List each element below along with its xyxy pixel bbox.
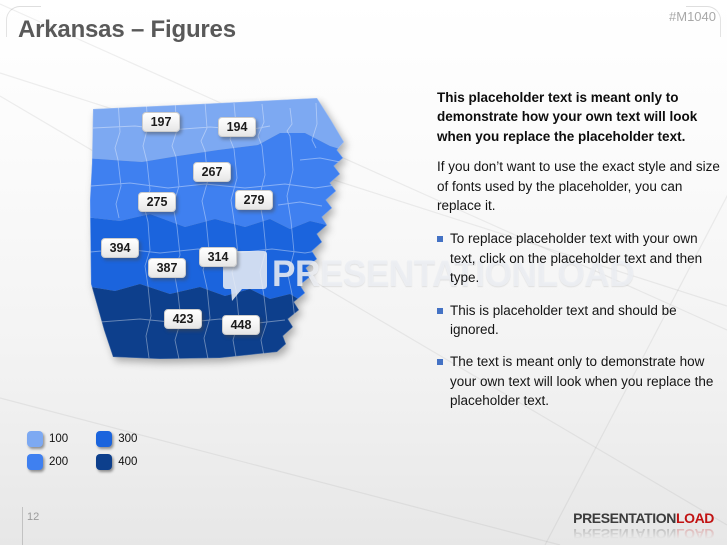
- bullet-text: The text is meant only to demonstrate ho…: [450, 354, 714, 409]
- legend-item: 300: [96, 431, 137, 447]
- legend-swatch-400: [96, 454, 113, 470]
- map-value-badge: 448: [222, 315, 260, 335]
- bullet-item: To replace placeholder text with your ow…: [437, 229, 722, 287]
- legend-item: 100: [27, 431, 68, 447]
- template-code: #M1040: [669, 9, 716, 24]
- map-value-badge: 275: [138, 192, 176, 212]
- presentationload-logo: PRESENTATIONLOAD PRESENTATIONLOAD: [573, 510, 714, 543]
- page-number: 12: [27, 511, 40, 523]
- slide-title: Arkansas – Figures: [18, 16, 236, 43]
- intro-paragraph: If you don’t want to use the exact style…: [437, 159, 720, 214]
- bullet-item: The text is meant only to demonstrate ho…: [437, 352, 722, 410]
- legend-item: 200: [27, 454, 68, 470]
- bullet-text: This is placeholder text and should be i…: [450, 302, 677, 338]
- intro-bold-paragraph: This placeholder text is meant only to d…: [437, 90, 698, 144]
- map-value-badge: 267: [193, 162, 231, 182]
- bullet-square-icon: [437, 236, 443, 243]
- bullet-list: To replace placeholder text with your ow…: [437, 229, 722, 410]
- county-borders: [90, 99, 341, 359]
- brand-reflection: PRESENTATIONLOAD: [573, 526, 714, 542]
- state-outline: [90, 98, 344, 359]
- bullet-text: To replace placeholder text with your ow…: [450, 231, 703, 286]
- bullet-item: This is placeholder text and should be i…: [437, 301, 722, 340]
- map-legend: 100 200 300 400: [27, 431, 137, 470]
- footer-divider: [22, 507, 23, 545]
- legend-label: 200: [49, 456, 69, 468]
- map-value-badge: 314: [199, 247, 237, 267]
- map-value-badge: 423: [164, 309, 202, 329]
- map-value-badge: 387: [148, 258, 186, 278]
- bullet-square-icon: [437, 359, 443, 366]
- legend-swatch-200: [27, 454, 43, 470]
- map-band-400: [90, 284, 344, 359]
- map-value-badge: 197: [142, 112, 180, 132]
- legend-label: 100: [49, 433, 69, 445]
- legend-swatch-100: [27, 431, 43, 447]
- brand-text-black: PRESENTATION: [573, 510, 676, 526]
- legend-label: 300: [118, 433, 138, 445]
- placeholder-text-panel: This placeholder text is meant only to d…: [437, 88, 722, 424]
- legend-swatch-300: [96, 431, 113, 447]
- map-value-badge: 194: [218, 117, 256, 137]
- legend-label: 400: [118, 456, 138, 468]
- bullet-square-icon: [437, 307, 443, 314]
- legend-item: 400: [96, 454, 137, 470]
- map-value-badge: 279: [235, 190, 273, 210]
- brand-text-red: LOAD: [675, 510, 714, 526]
- map-value-badge: 394: [101, 238, 139, 258]
